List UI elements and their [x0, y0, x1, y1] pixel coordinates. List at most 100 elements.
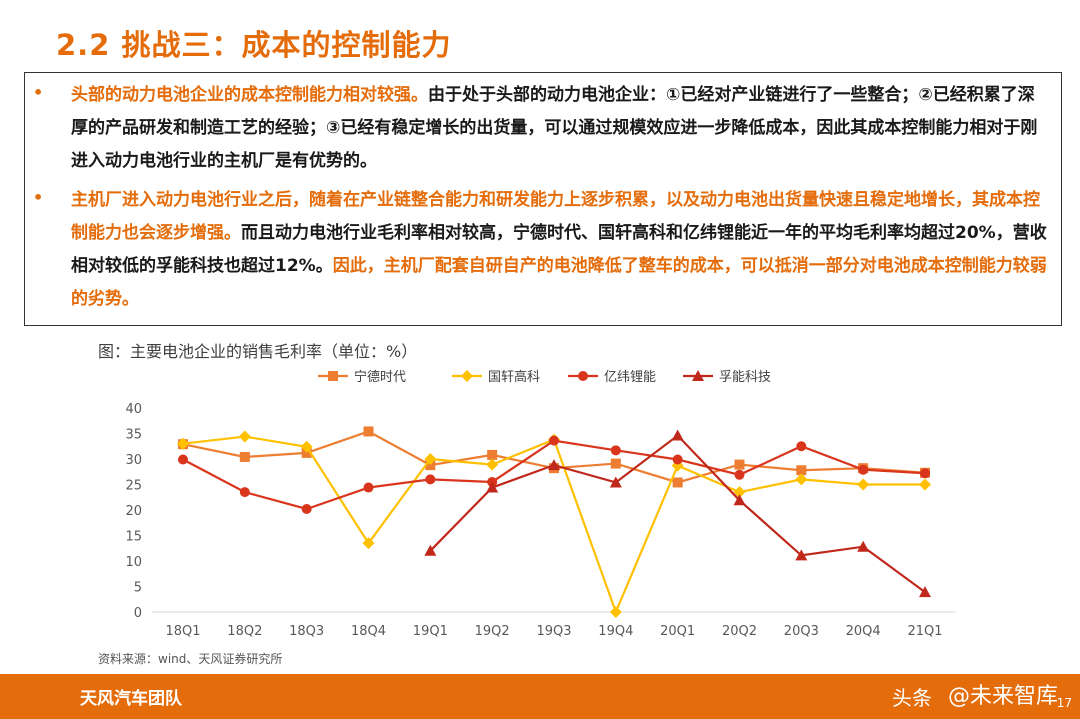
data-point — [795, 549, 808, 561]
series-3 — [178, 435, 930, 514]
x-tick-label: 21Q1 — [907, 624, 942, 639]
data-point — [424, 544, 437, 556]
x-tick-label: 20Q2 — [722, 624, 757, 639]
x-tick-label: 20Q4 — [846, 624, 881, 639]
y-tick-label: 10 — [125, 555, 142, 570]
legend-marker — [692, 370, 704, 381]
x-tick-label: 19Q4 — [598, 624, 633, 639]
data-point — [733, 486, 746, 499]
data-point — [177, 437, 189, 450]
x-tick-label: 20Q3 — [784, 624, 819, 639]
team-name: 天风汽车团队 — [80, 689, 182, 709]
data-point — [486, 481, 499, 493]
data-point — [672, 477, 683, 488]
data-point — [672, 454, 683, 465]
data-point — [238, 430, 251, 443]
legend-label: 宁德时代 — [354, 369, 406, 385]
data-point — [425, 474, 436, 485]
data-point — [919, 586, 931, 598]
legend-item: 亿纬锂能 — [568, 370, 656, 385]
legend-marker — [328, 371, 338, 381]
series-2 — [177, 430, 931, 618]
data-point — [178, 454, 188, 465]
x-tick-label: 18Q1 — [165, 624, 200, 639]
y-tick-label: 30 — [125, 453, 142, 468]
watermark-brand: 头条 — [892, 686, 932, 710]
paragraph-2-text: 而且动力电池行业毛利率相对较高，宁德时代、国轩高科和亿纬锂能近一年的平均毛利率均… — [71, 223, 1047, 276]
data-point — [300, 440, 313, 453]
legend-item: 国轩高科 — [452, 369, 540, 385]
data-point — [609, 606, 622, 618]
paragraph-2: 主机厂进入动力电池行业之后，随着在产业链整合能力和研发能力上逐步积累，以及动力电… — [71, 184, 1051, 316]
data-point — [548, 459, 560, 471]
data-point — [734, 469, 745, 480]
data-point — [362, 537, 375, 550]
chart-caption: 图：主要电池企业的销售毛利率（单位：%） — [98, 342, 418, 361]
paragraph-2-highlight: 主机厂进入动力电池行业之后，随着在产业链整合能力和研发能力上逐步积累，以及动力电… — [71, 190, 1040, 243]
x-tick-label: 18Q3 — [289, 624, 324, 639]
x-tick-label: 18Q2 — [227, 624, 262, 639]
y-axis: 0 5 10 15 20 25 30 35 40 — [125, 402, 142, 621]
data-point — [858, 464, 869, 475]
data-point — [796, 441, 807, 452]
legend-marker — [461, 370, 473, 382]
data-point — [363, 482, 374, 493]
bullet-2: • — [33, 188, 44, 207]
data-point — [734, 459, 745, 470]
data-point — [363, 426, 374, 437]
paragraph-1-highlight: 头部的动力电池企业的成本控制能力相对较强。 — [71, 85, 428, 105]
x-tick-label: 20Q1 — [660, 624, 695, 639]
data-point — [920, 468, 930, 479]
data-point — [301, 503, 312, 514]
data-point — [487, 449, 498, 460]
watermark-account: @未来智库 — [947, 684, 1058, 709]
legend-item: 孚能科技 — [683, 370, 771, 385]
chart-series — [177, 426, 931, 618]
legend-label: 国轩高科 — [488, 369, 540, 385]
paragraph-1: 头部的动力电池企业的成本控制能力相对较强。由于处于头部的动力电池企业：①已经对产… — [71, 79, 1051, 178]
paragraph-1-text: 由于处于头部的动力电池企业：①已经对产业链进行了一些整合；②已经积累了深厚的产品… — [71, 85, 1038, 171]
data-point — [610, 458, 621, 469]
series-line — [182, 439, 926, 511]
y-tick-label: 35 — [125, 428, 142, 443]
data-point — [733, 494, 746, 506]
y-tick-label: 20 — [125, 504, 142, 519]
legend-label: 亿纬锂能 — [604, 370, 656, 385]
y-tick-label: 25 — [125, 479, 142, 494]
y-tick-label: 40 — [125, 402, 142, 417]
series-4 — [424, 429, 931, 598]
summary-box: • 头部的动力电池企业的成本控制能力相对较强。由于处于头部的动力电池企业：①已经… — [24, 72, 1062, 326]
paragraph-2-highlight-2: 因此，主机厂配套自研自产的电池降低了整车的成本，可以抵消一部分对电池成本控制能力… — [71, 256, 1047, 309]
x-tick-label: 18Q4 — [351, 624, 386, 639]
x-tick-label: 19Q2 — [475, 624, 510, 639]
chart-legend: 宁德时代 国轩高科 亿纬锂能 孚能科技 — [318, 369, 771, 385]
data-point — [610, 445, 621, 456]
data-point — [796, 465, 807, 476]
data-point — [486, 458, 499, 471]
data-point — [857, 478, 870, 491]
x-axis: 18Q1 18Q2 18Q3 18Q4 19Q1 19Q2 19Q3 19Q4 20Q1 20Q2… — [152, 611, 956, 639]
source-note: 资料来源：wind、天风证券研究所 — [98, 652, 283, 666]
bullet-1: • — [33, 83, 44, 102]
data-point — [301, 447, 312, 458]
legend-marker — [578, 371, 588, 381]
data-point — [857, 540, 870, 552]
data-point — [609, 476, 622, 488]
x-tick-label: 19Q1 — [413, 624, 448, 639]
data-point — [919, 478, 931, 491]
x-tick-label: 19Q3 — [536, 624, 571, 639]
legend-label: 孚能科技 — [719, 370, 771, 385]
data-point — [239, 451, 250, 462]
legend-item: 宁德时代 — [318, 369, 406, 385]
page-number: 17 — [1056, 696, 1072, 710]
data-point — [795, 473, 808, 486]
page-title: 2.2 挑战三：成本的控制能力 — [56, 28, 452, 62]
data-point — [239, 487, 250, 498]
y-tick-label: 5 — [134, 581, 142, 596]
data-point — [424, 453, 437, 465]
footer-bar: 天风汽车团队 头条 @未来智库 17 — [0, 674, 1080, 719]
data-point — [549, 435, 559, 446]
y-tick-label: 0 — [134, 606, 142, 621]
y-tick-label: 15 — [125, 530, 142, 545]
